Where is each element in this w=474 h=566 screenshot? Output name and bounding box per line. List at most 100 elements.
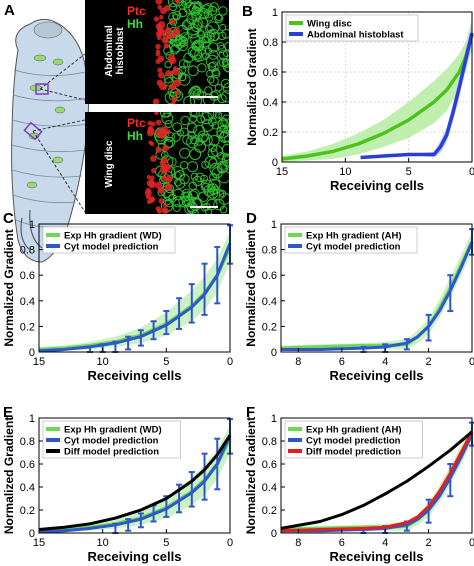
x-tick-label: 10 — [97, 537, 109, 549]
legend-entry: Exp Hh gradient (AH) — [306, 425, 402, 436]
x-tick-label: 5 — [163, 537, 169, 549]
x-tick-label: 10 — [339, 166, 351, 178]
error-bar-1-7 — [176, 297, 183, 330]
y-tick-label: 0 — [271, 528, 277, 540]
series-line-0-0 — [281, 34, 474, 161]
legend-entry: Wing disc — [307, 19, 352, 30]
series-band-0-0 — [282, 19, 472, 162]
error-bar-2-3 — [425, 313, 432, 342]
y-tick-label: 0.6 — [20, 270, 35, 282]
x-tick-label: 4 — [382, 356, 388, 368]
x-tick-label: 15 — [33, 356, 45, 368]
y-tick-label: 0.4 — [263, 97, 278, 109]
series-line-0-1 — [360, 32, 474, 160]
legend-entry: Exp Hh gradient (WD) — [64, 231, 162, 242]
series-band-3-0 — [39, 424, 230, 533]
wing-disc-micrograph — [85, 112, 229, 214]
y-tick-label: 0.4 — [20, 296, 35, 308]
larva-illustration — [11, 18, 90, 263]
y-axis-label: Normalized Gradient — [2, 229, 16, 346]
panel-letter-e: E — [3, 404, 13, 421]
x-tick-label: 5 — [406, 166, 412, 178]
x-tick-label: 2 — [426, 356, 432, 368]
chart-panel-e: E 15 10 5 0 0 0.2 0.4 0.6 0.8 1 Receiving cells Norm… — [2, 404, 233, 564]
y-tick-label: 0 — [272, 157, 278, 169]
legend-entry: Cyt model prediction — [306, 242, 401, 253]
legend-entry: Cyt model prediction — [64, 436, 159, 447]
y-tick-label: 1 — [272, 7, 278, 19]
error-bar-3-2 — [137, 512, 144, 529]
panel-letter-c: C — [3, 210, 14, 227]
x-tick-label: 0 — [469, 537, 474, 549]
legend-entry: Exp Hh gradient (AH) — [306, 231, 402, 242]
legend: Exp Hh gradient (AH)Cyt model prediction… — [284, 420, 423, 459]
y-axis-label: Normalized Gradient — [244, 229, 258, 346]
y-tick-label: 0.8 — [20, 245, 35, 257]
y-tick-label: 0.8 — [263, 37, 278, 49]
y-tick-label: 0.6 — [20, 459, 35, 471]
histoblast-micrograph — [85, 0, 229, 104]
y-tick-label: 0.2 — [20, 321, 35, 333]
error-bar-4-3 — [425, 498, 432, 524]
x-tick-label: 6 — [339, 537, 345, 549]
top-hh-label: Hh — [127, 17, 143, 31]
axes-frame — [281, 11, 473, 163]
bottom-hh-label: Hh — [127, 129, 143, 143]
error-bar-3-1 — [125, 518, 132, 532]
panel-letter-d: D — [246, 210, 257, 227]
panel-letter-a: A — [4, 2, 15, 19]
axes-frame — [280, 223, 473, 353]
x-tick-label: 8 — [295, 537, 301, 549]
y-tick-label: 0.8 — [262, 245, 277, 257]
y-tick-label: 1 — [29, 219, 35, 231]
x-axis-label: Receiving cells — [330, 368, 424, 383]
error-bar-4-4 — [447, 463, 454, 498]
error-bar-1-4 — [137, 329, 144, 347]
y-tick-label: 0.2 — [262, 321, 277, 333]
legend-entry: Cyt model prediction — [64, 242, 159, 253]
top-ptc-label: Ptc — [127, 4, 146, 18]
series-line-4-3 — [280, 430, 473, 530]
legend: Exp Hh gradient (WD)Cyt model prediction… — [42, 420, 181, 459]
x-tick-label: 15 — [276, 166, 288, 178]
y-tick-label: 1 — [29, 413, 35, 425]
series-line-3-2 — [38, 434, 232, 532]
y-axis-label: Normalized Gradient — [2, 417, 16, 534]
axes-frame — [280, 417, 473, 534]
y-tick-label: 1 — [271, 413, 277, 425]
x-tick-label: 0 — [227, 537, 233, 549]
x-tick-label: 4 — [382, 537, 388, 549]
chart-panel-b: B 15 10 5 0 0 0.2 0.4 0.6 0.8 1 Receiving cells Norm… — [242, 3, 474, 193]
legend-entry: Abdominal histoblast — [307, 30, 404, 41]
y-tick-label: 0.2 — [20, 505, 35, 517]
y-tick-label: 0.6 — [262, 270, 277, 282]
x-axis-label: Receiving cells — [330, 549, 424, 564]
panel-letter-b: B — [242, 3, 253, 20]
error-bar-1-5 — [150, 320, 157, 341]
error-bar-1-10 — [214, 246, 221, 305]
legend: Exp Hh gradient (WD)Cyt model prediction — [42, 226, 176, 254]
axes-frame — [38, 223, 231, 353]
y-tick-label: 0 — [29, 347, 35, 359]
x-axis-label: Receiving cells — [330, 178, 424, 193]
error-bar-2-4 — [447, 274, 454, 313]
chart-panel-d: D 8 6 4 2 0 0 0.2 0.4 0.6 0.8 1 Receiving cells Norma… — [244, 210, 474, 383]
panel-letter-f: F — [246, 404, 255, 421]
error-bar-1-8 — [188, 283, 195, 324]
x-axis-label: Receiving cells — [88, 368, 182, 383]
legend-entry: Diff model prediction — [64, 447, 159, 458]
legend-entry: Diff model prediction — [306, 447, 401, 458]
y-axis-label: Normalized Gradient — [245, 28, 259, 145]
x-tick-label: 15 — [33, 537, 45, 549]
legend: Exp Hh gradient (AH)Cyt model prediction — [284, 226, 418, 254]
x-tick-label: 0 — [227, 356, 233, 368]
error-bar-1-6 — [163, 310, 170, 336]
error-bar-2-2 — [403, 338, 410, 351]
y-tick-label: 0.2 — [262, 505, 277, 517]
y-tick-label: 0.2 — [263, 127, 278, 139]
y-tick-label: 0.6 — [262, 459, 277, 471]
legend-entry: Exp Hh gradient (WD) — [64, 425, 162, 436]
